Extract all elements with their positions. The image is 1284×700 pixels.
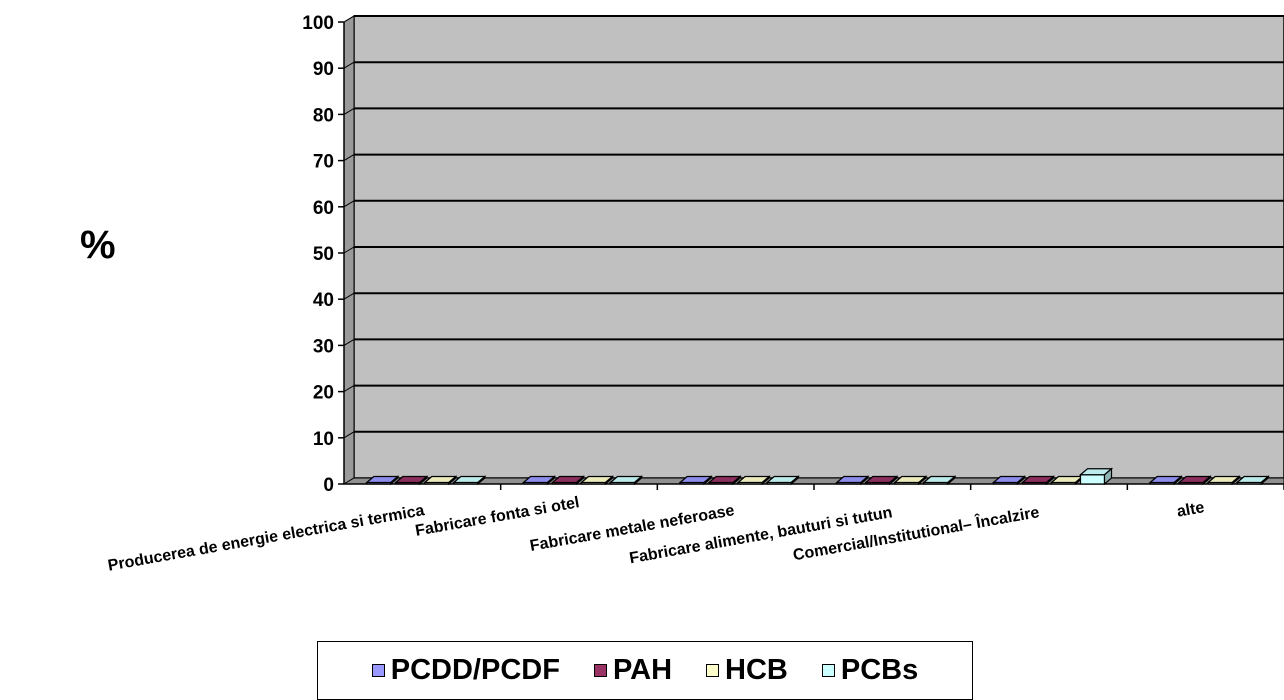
plot-floor: [342, 477, 1284, 485]
y-tick-label: 80: [313, 105, 334, 126]
gridline-side: [343, 154, 355, 162]
legend: PCDD/PCDF PAH HCB PCBs: [317, 641, 973, 700]
x-category-label: Comercial/Institutional– Încalzire: [791, 502, 1040, 564]
bar-pah: [550, 475, 586, 486]
bar-pcbs: [1078, 467, 1114, 486]
bar-pcdd-pcdf: [835, 475, 870, 486]
bar-side: [703, 475, 712, 486]
legend-item: PCBs: [821, 654, 919, 687]
legend-swatch: [821, 664, 835, 677]
bar-pcbs: [608, 475, 644, 486]
bar-pcdd-pcdf: [678, 475, 713, 486]
bar-hcb: [893, 475, 928, 486]
bar-side: [477, 475, 486, 486]
bar-side: [947, 475, 956, 486]
legend-label: PAH: [612, 654, 673, 686]
bar-hcb: [736, 475, 771, 486]
bar-pcdd-pcdf: [365, 475, 400, 486]
gridline-side: [343, 338, 355, 346]
gridline-side: [343, 107, 355, 115]
bar-side: [860, 475, 869, 486]
legend-label: HCB: [725, 654, 788, 686]
bar-hcb: [1206, 475, 1241, 486]
legend-label: PCDD/PCDF: [390, 654, 560, 686]
bar-side: [1103, 467, 1113, 486]
bar-side: [575, 475, 585, 486]
bar-pcbs: [1235, 475, 1270, 486]
bar-hcb: [579, 475, 615, 486]
bar-pah: [707, 475, 742, 486]
bar-pah: [1177, 475, 1212, 486]
gridline-side: [343, 15, 355, 23]
bar-side: [761, 475, 770, 486]
bars: [365, 467, 1284, 490]
bar-side: [390, 475, 399, 486]
bar-side: [1016, 475, 1026, 486]
y-tick-label: 0: [323, 475, 334, 496]
bar-side: [1260, 475, 1269, 486]
bar-pcdd-pcdf: [1148, 475, 1183, 486]
y-tick-label: 30: [313, 336, 334, 357]
bar-side: [1202, 475, 1211, 486]
bar-pcbs: [765, 475, 800, 486]
bar-side: [604, 475, 614, 486]
y-tick-label: 40: [313, 290, 334, 311]
bar-side: [1231, 475, 1240, 486]
bar-pah: [864, 475, 899, 486]
bar-side: [790, 475, 799, 486]
gridline-side: [343, 246, 355, 254]
y-axis-label: %: [80, 223, 116, 267]
bar-side: [889, 475, 898, 486]
bar-pah: [394, 475, 429, 486]
x-category-label: alte: [1176, 499, 1206, 521]
bar-pcbs: [922, 475, 957, 486]
y-tick-label: 60: [313, 198, 334, 219]
plot-area: [342, 15, 1284, 485]
legend-swatch: [706, 664, 720, 677]
legend-item: PCDD/PCDF: [371, 654, 560, 687]
y-tick-label: 20: [313, 383, 334, 404]
bar-pcbs: [452, 475, 487, 486]
legend-swatch: [593, 664, 607, 677]
bar-side: [1045, 475, 1055, 486]
gridline-side: [343, 61, 355, 69]
bar-pcdd-pcdf: [521, 475, 557, 486]
bar-side: [419, 475, 428, 486]
gridline-side: [343, 200, 355, 208]
legend-swatch: [371, 664, 385, 677]
bar-side: [732, 475, 741, 486]
y-tick-label: 70: [313, 152, 334, 173]
gridline-side: [343, 431, 355, 439]
y-tick-label: 100: [302, 13, 334, 34]
bar-side: [1173, 475, 1182, 486]
bar-pah: [1020, 475, 1056, 486]
legend-item: PAH: [593, 654, 673, 687]
x-category-label: Producerea de energie electrica si termi…: [107, 502, 426, 575]
chart: 0 10 20 30 40 50 60 70 80 90 100 Producerea de ene…: [80, 13, 1284, 575]
bar-hcb: [423, 475, 458, 486]
bar-side: [633, 475, 643, 486]
bar-front: [1079, 474, 1106, 485]
gridline-side: [343, 385, 355, 393]
bar-side: [918, 475, 927, 486]
category-labels: Producerea de energie electrica si termi…: [107, 494, 1206, 574]
bar-side: [448, 475, 457, 486]
y-tick-label: 10: [313, 429, 334, 450]
legend-item: HCB: [706, 654, 788, 687]
bar-pcdd-pcdf: [991, 475, 1027, 486]
legend-label: PCBs: [840, 654, 919, 686]
y-tick-label: 90: [313, 59, 334, 80]
gridline-side: [343, 292, 355, 300]
y-tick-label: 50: [313, 244, 334, 265]
bar-side: [546, 475, 556, 486]
